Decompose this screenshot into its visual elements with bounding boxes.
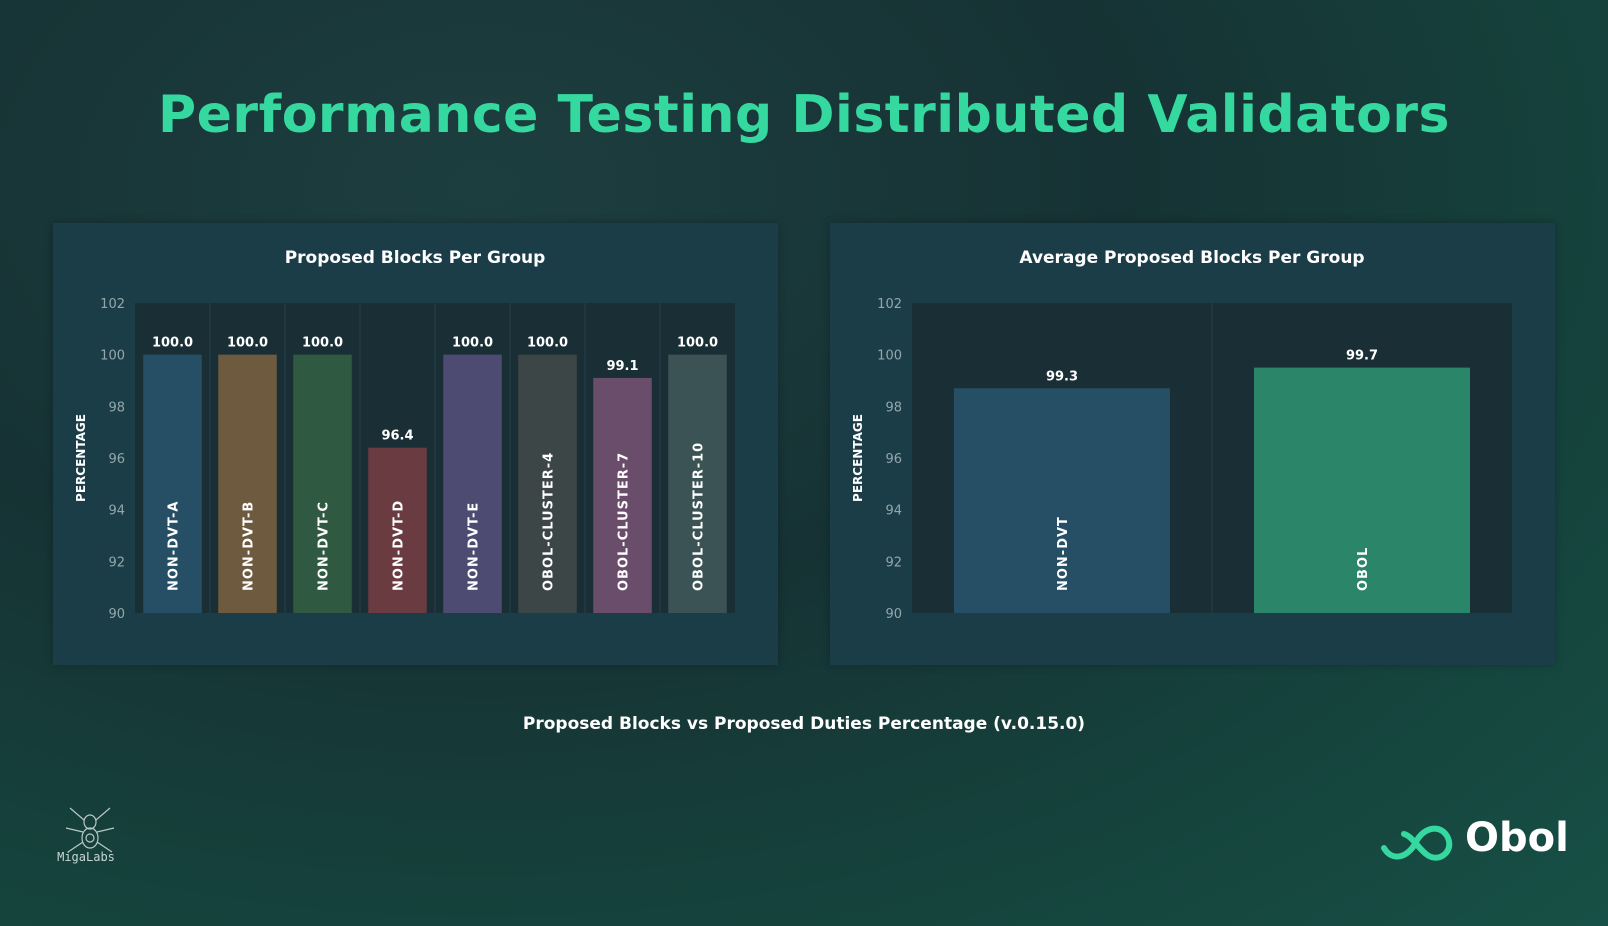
chart-caption: Proposed Blocks vs Proposed Duties Perce… — [522, 714, 1086, 734]
y-tick-label: 96 — [108, 452, 125, 467]
bar-value-label: 99.3 — [1046, 369, 1078, 384]
bar-value-label: 99.7 — [1346, 349, 1378, 364]
y-tick-label: 96 — [885, 452, 902, 467]
y-axis-label: PERCENTAGE — [851, 414, 865, 502]
migalabs-logo-icon — [65, 807, 115, 853]
bar-value-label: 100.0 — [527, 336, 568, 351]
y-tick-label: 102 — [100, 297, 125, 312]
bar — [668, 354, 727, 613]
bar-chart-average-proposed-blocks: Average Proposed Blocks Per Group 90 92 94 9… — [851, 248, 1512, 622]
category-label: NON-DVT-E — [467, 502, 482, 591]
y-tick-label: 90 — [108, 607, 125, 622]
category-label: OBOL-CLUSTER-4 — [542, 452, 557, 591]
bar-value-label: 100.0 — [452, 336, 493, 351]
bar — [293, 354, 352, 613]
category-label: NON-DVT-D — [392, 500, 407, 591]
bar — [954, 388, 1170, 613]
bar — [368, 447, 427, 613]
y-tick-label: 100 — [877, 349, 902, 364]
y-tick-label: 90 — [885, 607, 902, 622]
bar-value-label: 100.0 — [152, 336, 193, 351]
migalabs-logo-text: MigaLabs — [57, 850, 115, 864]
y-tick-label: 102 — [877, 297, 902, 312]
y-tick-label: 100 — [100, 349, 125, 364]
slide-title: Performance Testing Distributed Validato… — [158, 85, 1450, 145]
bar — [518, 354, 577, 613]
chart-panel-proposed-blocks: Proposed Blocks Per Group 90 92 94 96 98 100 10… — [53, 223, 778, 665]
bar-value-label: 100.0 — [227, 336, 268, 351]
chart-title: Average Proposed Blocks Per Group — [1019, 248, 1364, 268]
category-label: NON-DVT — [1056, 516, 1071, 591]
obol-logo-text: Obol — [1465, 815, 1569, 861]
y-tick-label: 92 — [108, 555, 125, 570]
bar — [218, 354, 277, 613]
y-tick-label: 94 — [885, 504, 902, 519]
bar — [593, 377, 652, 613]
category-label: NON-DVT-B — [242, 501, 257, 591]
category-label: OBOL-CLUSTER-7 — [617, 452, 632, 591]
obol-logo-icon — [1381, 825, 1453, 861]
y-tick-label: 98 — [885, 400, 902, 415]
y-axis-label: PERCENTAGE — [74, 414, 88, 502]
chart-title: Proposed Blocks Per Group — [285, 248, 546, 268]
y-tick-label: 98 — [108, 400, 125, 415]
bar — [1254, 367, 1470, 613]
bar-value-label: 100.0 — [302, 336, 343, 351]
y-tick-label: 94 — [108, 504, 125, 519]
bar-value-label: 96.4 — [381, 429, 413, 444]
category-label: NON-DVT-A — [167, 501, 182, 591]
category-label: OBOL-CLUSTER-10 — [692, 442, 707, 591]
category-label: OBOL — [1356, 547, 1371, 591]
bar — [143, 354, 202, 613]
bar — [443, 354, 502, 613]
y-tick-label: 92 — [885, 555, 902, 570]
category-label: NON-DVT-C — [317, 501, 332, 591]
bar-chart-proposed-blocks: Proposed Blocks Per Group 90 92 94 96 98 100 10… — [74, 248, 735, 622]
bar-value-label: 100.0 — [677, 336, 718, 351]
bar-value-label: 99.1 — [606, 359, 638, 374]
chart-panel-average-proposed-blocks: Average Proposed Blocks Per Group 90 92 94 9… — [830, 223, 1555, 665]
